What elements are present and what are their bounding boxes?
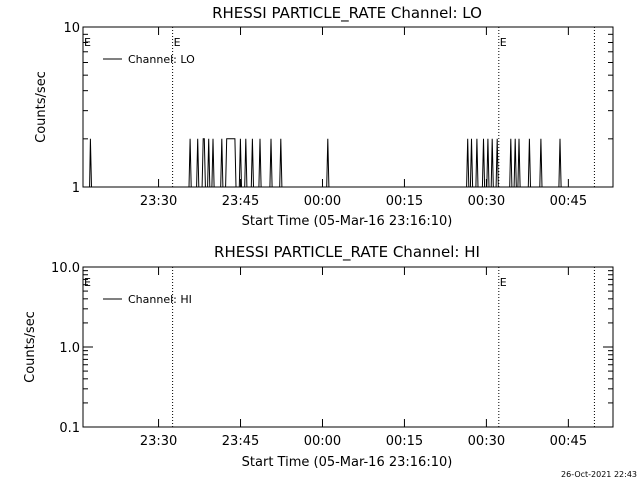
x-tick-label: 23:30: [140, 194, 177, 209]
x-tick-label: 00:30: [468, 434, 505, 449]
series-group: [83, 138, 613, 188]
y-tick-label: 0.1: [59, 421, 80, 436]
x-tick-label: 00:00: [304, 194, 341, 209]
plot-frame: [82, 26, 614, 188]
legend: Channel: LO: [103, 53, 195, 66]
edge-label: E: [84, 276, 91, 289]
series-line: [83, 138, 613, 188]
x-tick-label: 00:15: [386, 194, 423, 209]
x-axis-label: Start Time (05-Mar-16 23:16:10): [242, 455, 453, 470]
plot-frame: [82, 266, 614, 428]
generated-timestamp: 26-Oct-2021 22:43: [561, 470, 637, 479]
x-ticks: 23:30 23:45 00:00 00:15 00:30 00:45: [140, 27, 587, 209]
y-axis-label: Counts/sec: [34, 71, 49, 143]
y-tick-label: 1.0: [59, 341, 80, 356]
x-tick-label: 23:45: [222, 194, 259, 209]
x-tick-label: 00:45: [550, 434, 587, 449]
panel-hi: RHESSI PARTICLE_RATE Channel: HI Counts/…: [23, 243, 614, 470]
y-axis-label: Counts/sec: [23, 311, 38, 383]
x-axis-label: Start Time (05-Mar-16 23:16:10): [242, 214, 453, 229]
time-markers: E: [172, 267, 595, 427]
x-tick-label: 00:15: [386, 434, 423, 449]
x-tick-label: 00:30: [468, 194, 505, 209]
x-ticks: 23:30 23:45 00:00 00:15 00:30 00:45: [140, 267, 587, 449]
panel-lo: RHESSI PARTICLE_RATE Channel: LO Counts/…: [34, 4, 614, 229]
time-marker-label: E: [174, 36, 181, 49]
legend-entry: Channel: HI: [128, 293, 192, 306]
x-tick-label: 23:45: [222, 434, 259, 449]
legend: Channel: HI: [103, 293, 192, 306]
legend-entry: Channel: LO: [128, 53, 195, 66]
x-tick-label: 00:00: [304, 434, 341, 449]
x-tick-label: 23:30: [140, 434, 177, 449]
chart-title: RHESSI PARTICLE_RATE Channel: LO: [212, 4, 482, 23]
time-marker-label: E: [500, 276, 507, 289]
edge-labels: E: [84, 276, 91, 289]
y-ticks: 0.1 1.0 10.0: [51, 261, 613, 436]
chart-title: RHESSI PARTICLE_RATE Channel: HI: [214, 243, 480, 262]
x-tick-label: 00:45: [550, 194, 587, 209]
edge-labels: E: [84, 36, 91, 49]
y-tick-label: 10.0: [51, 261, 80, 276]
y-tick-label: 1: [72, 181, 80, 196]
time-marker-label: E: [500, 36, 507, 49]
edge-label: E: [84, 36, 91, 49]
y-tick-label: 10: [63, 21, 80, 36]
